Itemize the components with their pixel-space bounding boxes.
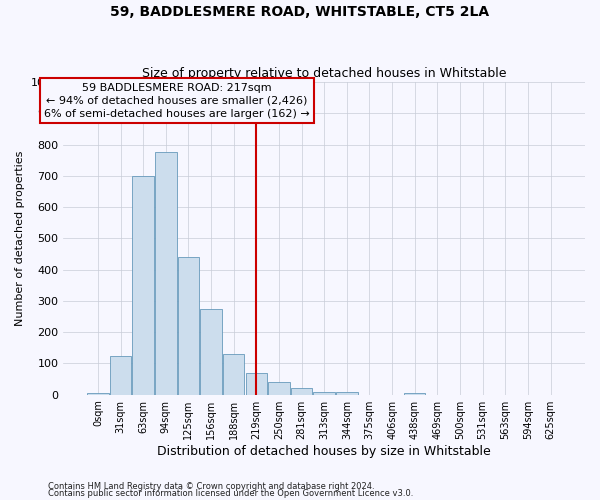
- Bar: [313, 392, 335, 394]
- Bar: [245, 373, 267, 394]
- Bar: [336, 392, 358, 394]
- Bar: [268, 382, 290, 394]
- Text: Contains HM Land Registry data © Crown copyright and database right 2024.: Contains HM Land Registry data © Crown c…: [48, 482, 374, 491]
- Title: Size of property relative to detached houses in Whitstable: Size of property relative to detached ho…: [142, 66, 506, 80]
- Text: 59 BADDLESMERE ROAD: 217sqm
← 94% of detached houses are smaller (2,426)
6% of s: 59 BADDLESMERE ROAD: 217sqm ← 94% of det…: [44, 82, 310, 119]
- Bar: [404, 393, 425, 394]
- Y-axis label: Number of detached properties: Number of detached properties: [15, 150, 25, 326]
- Bar: [291, 388, 313, 394]
- Bar: [133, 176, 154, 394]
- Text: Contains public sector information licensed under the Open Government Licence v3: Contains public sector information licen…: [48, 490, 413, 498]
- Bar: [155, 152, 176, 394]
- Bar: [223, 354, 244, 395]
- X-axis label: Distribution of detached houses by size in Whitstable: Distribution of detached houses by size …: [157, 444, 491, 458]
- Bar: [110, 356, 131, 395]
- Text: 59, BADDLESMERE ROAD, WHITSTABLE, CT5 2LA: 59, BADDLESMERE ROAD, WHITSTABLE, CT5 2L…: [110, 5, 490, 19]
- Bar: [87, 393, 109, 394]
- Bar: [200, 308, 222, 394]
- Bar: [178, 257, 199, 394]
